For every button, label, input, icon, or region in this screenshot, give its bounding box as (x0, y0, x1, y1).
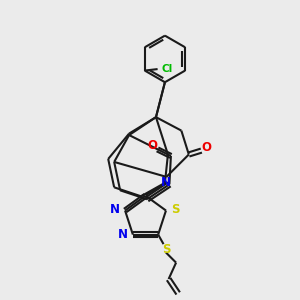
Text: S: S (162, 243, 170, 256)
Text: N: N (118, 228, 128, 241)
Text: S: S (171, 202, 180, 216)
Text: N: N (110, 202, 120, 216)
Text: Cl: Cl (161, 64, 172, 74)
Text: O: O (147, 139, 157, 152)
Text: O: O (202, 140, 212, 154)
Text: N: N (161, 176, 171, 189)
